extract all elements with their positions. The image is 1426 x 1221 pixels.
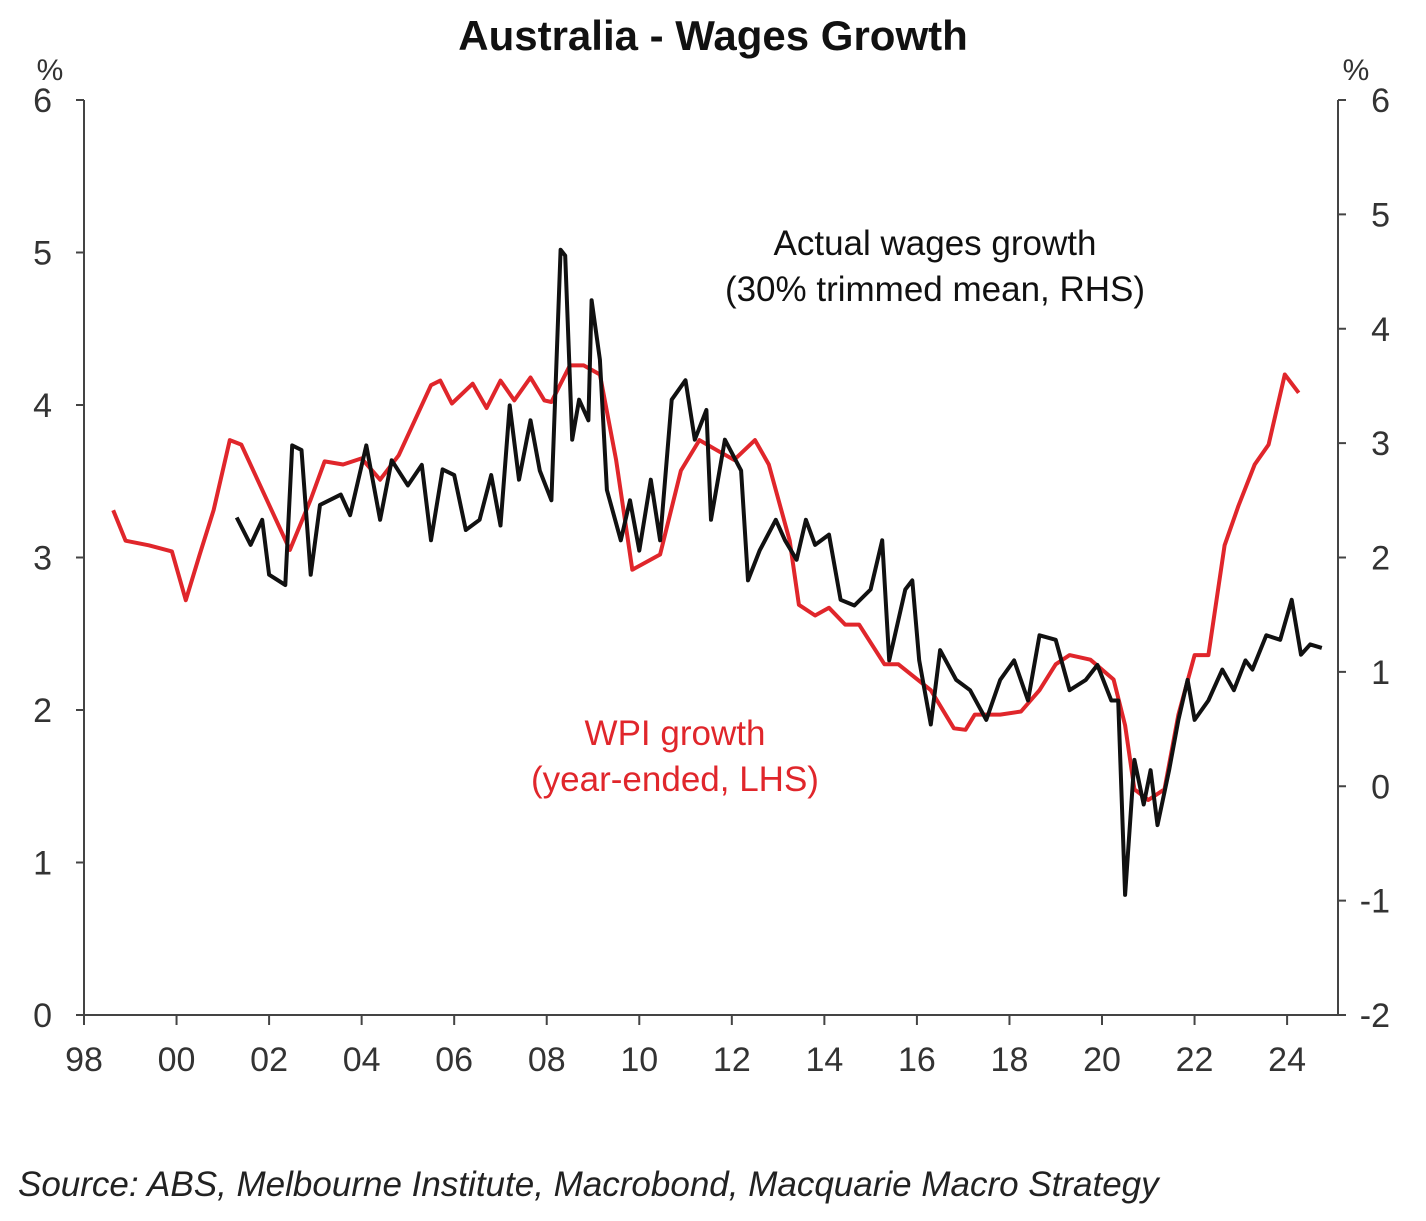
y2-tick-label: -1 <box>1360 883 1390 921</box>
chart-title: Australia - Wages Growth <box>458 12 968 59</box>
y-tick-label: 5 <box>33 235 52 273</box>
y-tick-label: 4 <box>33 387 52 425</box>
y2-axis-label: % <box>1343 54 1370 87</box>
x-tick-label: 18 <box>991 1041 1029 1079</box>
x-tick-label: 02 <box>250 1041 288 1079</box>
y-axis-label: % <box>37 54 64 87</box>
x-tick-label: 20 <box>1083 1041 1121 1079</box>
annotation: (30% trimmed mean, RHS) <box>725 270 1145 309</box>
y2-tick-label: 4 <box>1371 311 1390 349</box>
x-tick-label: 12 <box>713 1041 751 1079</box>
y2-tick-label: 0 <box>1371 768 1390 806</box>
y2-tick-label: 5 <box>1371 196 1390 234</box>
x-tick-label: 98 <box>65 1041 103 1079</box>
x-tick-label: 14 <box>805 1041 843 1079</box>
x-tick-label: 00 <box>158 1041 196 1079</box>
x-tick-label: 06 <box>435 1041 473 1079</box>
y2-tick-label: 6 <box>1371 82 1390 120</box>
series-line <box>111 363 1301 802</box>
y-tick-label: 6 <box>33 82 52 120</box>
x-tick-label: 22 <box>1176 1041 1214 1079</box>
x-tick-label: 24 <box>1268 1041 1306 1079</box>
annotation: (year-ended, LHS) <box>531 760 819 799</box>
y-tick-label: 3 <box>33 540 52 578</box>
y-tick-label: 2 <box>33 692 52 730</box>
y2-tick-label: 1 <box>1371 654 1390 692</box>
x-tick-label: 04 <box>343 1041 381 1079</box>
x-tick-label: 10 <box>620 1041 658 1079</box>
annotation: Actual wages growth <box>774 224 1097 263</box>
x-tick-label: 16 <box>898 1041 936 1079</box>
y-tick-label: 1 <box>33 845 52 883</box>
source-note: Source: ABS, Melbourne Institute, Macrob… <box>18 1165 1161 1204</box>
y2-tick-label: 3 <box>1371 425 1390 463</box>
y2-tick-label: -2 <box>1360 997 1390 1035</box>
series-line <box>234 247 1323 897</box>
annotation: WPI growth <box>585 714 766 753</box>
y-tick-label: 0 <box>33 997 52 1035</box>
y2-tick-label: 2 <box>1371 540 1390 578</box>
x-tick-label: 08 <box>528 1041 566 1079</box>
